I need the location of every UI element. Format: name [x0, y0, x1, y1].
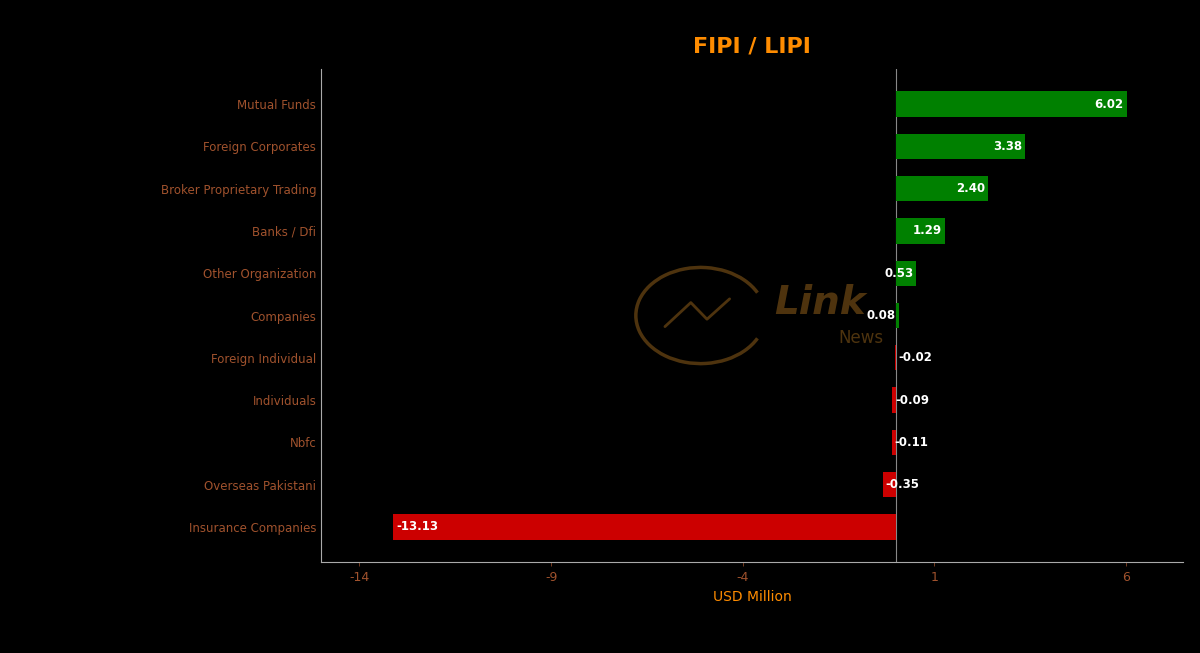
Text: -13.13: -13.13	[396, 520, 438, 534]
Text: 3.38: 3.38	[994, 140, 1022, 153]
Bar	[896, 218, 946, 244]
Bar	[893, 387, 896, 413]
Text: Link: Link	[774, 284, 865, 322]
Bar	[892, 430, 896, 455]
Bar	[882, 472, 896, 498]
Text: 0.53: 0.53	[884, 266, 913, 279]
Bar	[896, 91, 1127, 117]
Bar	[896, 176, 988, 201]
Text: -0.09: -0.09	[895, 394, 930, 407]
Bar	[896, 134, 1026, 159]
Bar	[896, 303, 899, 328]
Title: FIPI / LIPI: FIPI / LIPI	[694, 37, 811, 56]
Text: 6.02: 6.02	[1094, 97, 1123, 110]
Text: -0.11: -0.11	[895, 436, 929, 449]
X-axis label: USD Million: USD Million	[713, 590, 792, 603]
Text: -0.35: -0.35	[886, 478, 919, 491]
Bar	[896, 261, 917, 286]
Text: -0.02: -0.02	[899, 351, 932, 364]
Text: News: News	[839, 328, 883, 347]
Text: 1.29: 1.29	[913, 225, 942, 238]
Text: 2.40: 2.40	[955, 182, 985, 195]
Bar	[392, 515, 896, 539]
Text: 0.08: 0.08	[866, 309, 896, 322]
